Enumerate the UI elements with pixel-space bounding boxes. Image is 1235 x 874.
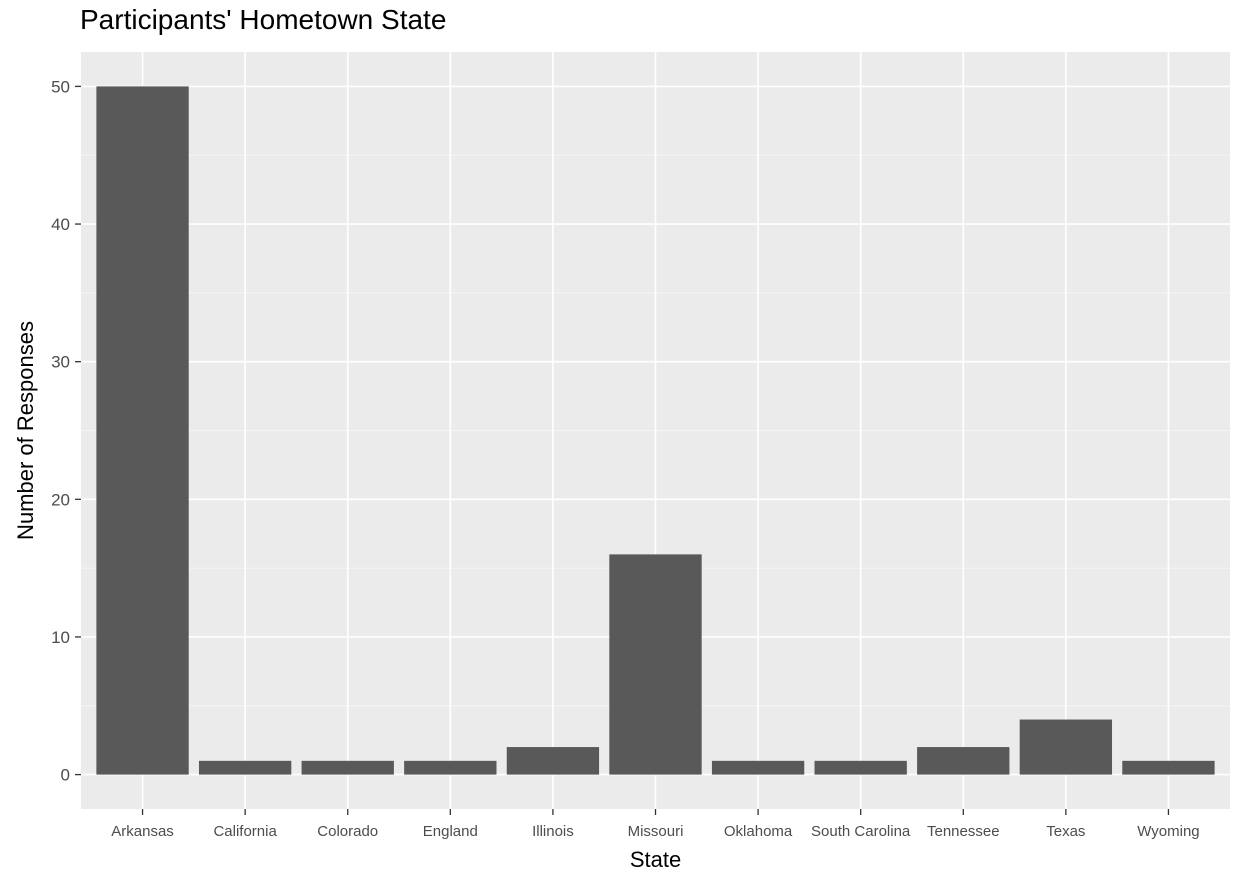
bar-tennessee <box>917 747 1010 775</box>
x-tick-label: England <box>423 823 478 840</box>
bar-oklahoma <box>711 760 805 775</box>
x-tick-label: Colorado <box>317 823 378 840</box>
x-tick-label: Missouri <box>628 823 684 840</box>
bar-colorado <box>301 760 394 775</box>
y-axis-ticks: 0 10 20 30 40 50 <box>51 77 81 785</box>
x-axis-title: State <box>630 847 681 872</box>
bar-illinois <box>506 747 600 775</box>
y-tick-label: 10 <box>51 628 70 647</box>
x-tick-label: Texas <box>1046 823 1085 840</box>
bar-texas <box>1019 719 1113 775</box>
bar-england <box>404 760 497 775</box>
bars <box>96 86 1215 775</box>
bar-wyoming <box>1122 760 1215 775</box>
x-tick-label: Wyoming <box>1137 823 1199 840</box>
y-tick-label: 40 <box>51 215 70 234</box>
x-tick-label: South Carolina <box>811 823 911 840</box>
bar-arkansas <box>96 86 189 775</box>
x-tick-label: Illinois <box>532 823 574 840</box>
x-tick-label: Tennessee <box>927 823 1000 840</box>
y-tick-label: 0 <box>61 766 70 785</box>
x-tick-label: California <box>213 823 277 840</box>
bar-south-carolina <box>814 760 907 775</box>
bar-missouri <box>609 554 702 775</box>
y-tick-label: 30 <box>51 353 70 372</box>
x-tick-label: Arkansas <box>111 823 174 840</box>
x-axis-ticks: Arkansas California Colorado England Illinoi… <box>111 809 1200 840</box>
x-tick-label: Oklahoma <box>724 823 793 840</box>
y-axis-title: Number of Responses <box>13 321 38 540</box>
y-tick-label: 50 <box>51 77 70 96</box>
chart-title: Participants' Hometown State <box>80 4 447 35</box>
bar-california <box>198 760 292 775</box>
y-tick-label: 20 <box>51 490 70 509</box>
